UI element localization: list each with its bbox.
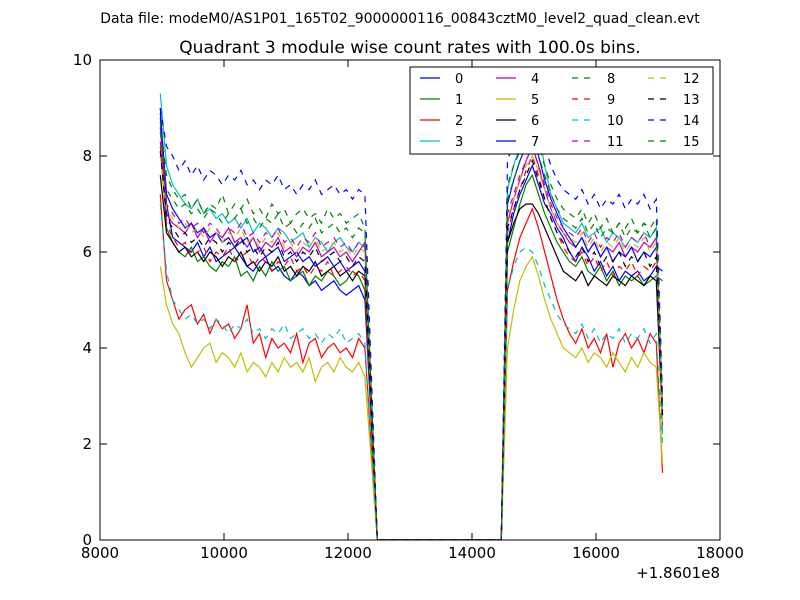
series-line-5: [159, 255, 664, 540]
x-tick-label: 10000: [200, 544, 248, 562]
series-line-11: [159, 141, 664, 540]
legend-label-1: 1: [455, 93, 463, 108]
series-line-2: [159, 194, 664, 540]
y-tick-label: 10: [73, 51, 92, 69]
legend-label-0: 0: [455, 72, 463, 87]
y-tick-label: 0: [82, 531, 92, 549]
series-line-1: [159, 117, 663, 540]
x-axis: 8000 10000 12000 14000 16000 18000: [81, 60, 744, 562]
legend-label-12: 12: [683, 72, 700, 87]
series-line-13: [159, 151, 664, 540]
legend-label-8: 8: [607, 72, 615, 87]
y-tick-label: 4: [82, 339, 92, 357]
legend-label-13: 13: [683, 93, 700, 108]
x-tick-label: 12000: [324, 544, 372, 562]
series-line-12: [159, 154, 664, 540]
legend-label-9: 9: [607, 93, 615, 108]
x-tick-label: 14000: [448, 544, 496, 562]
series-layer: [159, 93, 664, 540]
legend-label-2: 2: [455, 114, 463, 129]
series-line-15: [159, 131, 664, 540]
legend-label-4: 4: [531, 72, 539, 87]
y-tick-label: 6: [82, 243, 92, 261]
chart-title: Quadrant 3 module wise count rates with …: [179, 38, 640, 58]
series-line-0: [159, 107, 663, 540]
legend-label-15: 15: [683, 135, 700, 150]
legend-label-14: 14: [683, 114, 700, 129]
x-tick-label: 18000: [696, 544, 744, 562]
y-tick-label: 2: [82, 435, 92, 453]
series-line-9: [159, 146, 664, 540]
series-line-6: [159, 175, 664, 540]
x-tick-label: 8000: [81, 544, 119, 562]
data-file-caption: Data file: modeM0/AS1P01_165T02_90000001…: [100, 11, 700, 27]
x-tick-label: 16000: [572, 544, 620, 562]
series-line-3: [159, 93, 664, 540]
series-line-8: [159, 122, 664, 540]
legend-label-6: 6: [531, 114, 539, 129]
legend-label-3: 3: [455, 135, 463, 150]
legend-label-10: 10: [607, 114, 624, 129]
series-line-7: [159, 112, 664, 540]
legend-label-5: 5: [531, 93, 539, 108]
legend-box: [409, 66, 714, 155]
legend-label-11: 11: [607, 135, 624, 150]
legend-label-7: 7: [531, 135, 539, 150]
axes-frame: [99, 59, 721, 541]
x-offset-label: +1.8601e8: [636, 564, 720, 582]
y-tick-label: 8: [82, 147, 92, 165]
